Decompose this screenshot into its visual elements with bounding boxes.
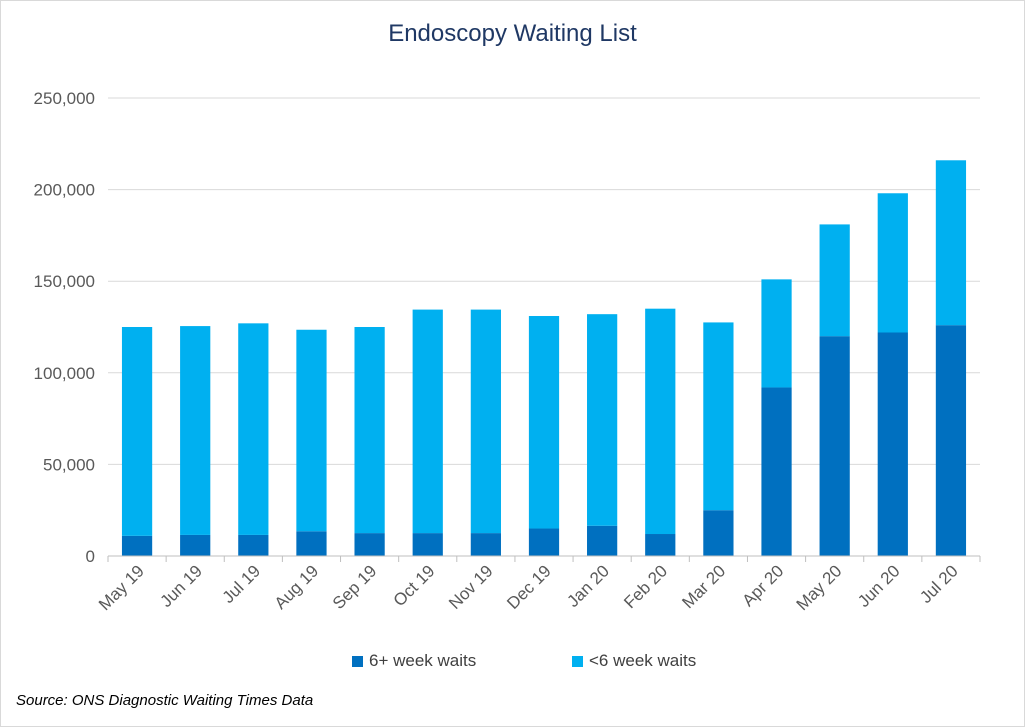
legend-item-under-6-weeks: <6 week waits [572,651,696,671]
x-tick-label: Jun 20 [854,561,904,611]
bar-under-6-weeks [528,316,560,529]
x-tick-label: Jun 19 [156,561,206,611]
x-tick-label: Apr 20 [739,561,788,610]
x-tick-label: Mar 20 [678,561,729,612]
y-tick-label: 150,000 [34,272,95,291]
bar-under-6-weeks [121,327,153,536]
y-tick-label: 200,000 [34,181,95,200]
bar-under-6-weeks [761,279,792,388]
bar-under-6-weeks [354,327,385,534]
bar-under-6-weeks [587,314,618,526]
x-tick-label: Feb 20 [620,561,671,612]
x-tick-label: Nov 19 [445,561,497,613]
bar-under-6-weeks [877,193,908,333]
bar-6plus-weeks [819,336,850,556]
bar-6plus-weeks [412,533,443,556]
bar-6plus-weeks [180,534,211,556]
bar-under-6-weeks [470,309,501,534]
x-tick-label: May 19 [95,561,148,614]
bar-under-6-weeks [819,224,850,337]
y-tick-label: 250,000 [34,89,95,108]
x-tick-label: May 20 [793,561,846,614]
bar-6plus-weeks [528,528,560,556]
x-tick-label: Aug 19 [271,561,323,613]
bar-6plus-weeks [470,533,501,556]
y-tick-label: 50,000 [43,455,95,474]
bar-under-6-weeks [412,309,443,534]
bar-6plus-weeks [877,332,908,556]
bar-under-6-weeks [703,322,734,511]
legend: 6+ week waits <6 week waits [0,651,1025,675]
bar-under-6-weeks [238,323,269,535]
bar-6plus-weeks [587,525,618,556]
bar-6plus-weeks [935,325,967,556]
bar-6plus-weeks [645,534,676,556]
x-tick-label: Jul 19 [219,561,265,607]
source-note: Source: ONS Diagnostic Waiting Times Dat… [16,692,314,709]
legend-label-under-6-weeks: <6 week waits [589,651,697,670]
legend-label-6plus-weeks: 6+ week waits [369,651,477,670]
legend-item-6plus-weeks: 6+ week waits [352,651,476,671]
y-tick-label: 100,000 [34,364,95,383]
bar-under-6-weeks [935,160,967,326]
bar-under-6-weeks [296,329,327,532]
bar-6plus-weeks [761,387,792,556]
x-tick-label: Jan 20 [563,561,613,611]
bar-6plus-weeks [296,531,327,556]
bar-under-6-weeks [645,308,676,535]
y-tick-label: 0 [86,547,95,566]
bar-under-6-weeks [180,326,211,535]
bar-6plus-weeks [703,510,734,556]
bar-6plus-weeks [121,535,153,556]
x-tick-label: Dec 19 [503,561,555,613]
bar-6plus-weeks [354,533,385,556]
bar-6plus-weeks [238,534,269,556]
chart-title: Endoscopy Waiting List [388,20,637,47]
x-tick-label: Oct 19 [390,561,439,610]
bar-groups [121,160,967,556]
legend-swatch-6plus-weeks [352,655,363,667]
x-tick-label: Sep 19 [329,561,381,613]
legend-swatch-under-6-weeks [572,655,583,667]
x-tick-label: Jul 20 [916,561,962,607]
